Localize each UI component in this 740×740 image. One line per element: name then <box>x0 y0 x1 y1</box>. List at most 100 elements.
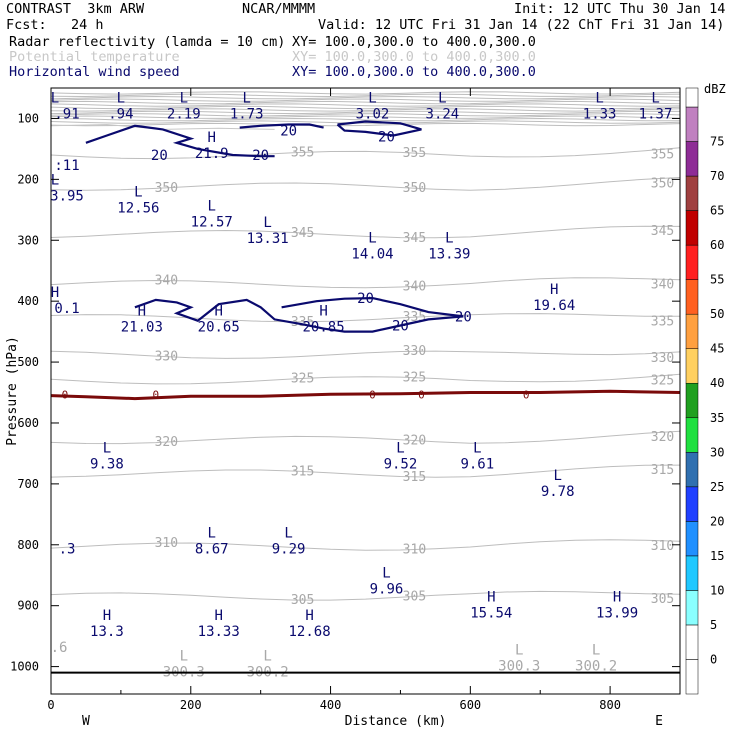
field-xy-reflectivity: XY= 100.0,300.0 to 400.0,300.0 <box>292 34 536 50</box>
theta-line <box>50 277 681 289</box>
wind-extremum-value: 8.67 <box>195 542 229 558</box>
theta-line <box>50 590 681 601</box>
wind-extremum-kind: L <box>242 90 250 106</box>
colorbar-swatch <box>685 486 699 522</box>
colorbar-swatch <box>685 521 699 557</box>
colorbar-swatch <box>685 210 699 246</box>
theta-contour-label: 350 <box>651 176 674 191</box>
wind-extremum-value: .94 <box>108 106 133 122</box>
theta-contour-label: 345 <box>403 231 426 246</box>
theta-contour-label: 325 <box>651 374 674 389</box>
colorbar-level-label: 55 <box>710 273 724 287</box>
wind-extremum-kind: L <box>134 185 142 201</box>
colorbar-swatch <box>685 244 699 280</box>
wind-extremum-kind: L <box>284 526 292 542</box>
colorbar-level-label: 40 <box>710 376 724 390</box>
wind-extremum-value: 9.78 <box>541 484 575 500</box>
theta-contour-label: 340 <box>155 273 178 288</box>
theta-contour-label: 305 <box>291 593 314 608</box>
theta-line <box>50 225 681 239</box>
colorbar-level-label: 70 <box>710 169 724 183</box>
theta-line <box>50 350 681 359</box>
model-title: CONTRAST 3km ARW <box>6 1 145 17</box>
theta-extremum-kind: L <box>515 643 523 659</box>
wind-extremum-kind: L <box>368 230 376 246</box>
theta-line <box>50 464 681 478</box>
wind-extremum-kind: L <box>445 230 453 246</box>
wind-contour-label: 20 <box>357 291 374 307</box>
wind-extremum-value: 12.68 <box>289 624 331 640</box>
x-tick-label: 400 <box>320 698 342 712</box>
theta-contour-label: 345 <box>651 224 674 239</box>
wind-extremum-kind: L <box>117 90 125 106</box>
theta-contour-label: 305 <box>651 592 674 607</box>
isotherm-label: 0 <box>418 388 425 401</box>
theta-contour-label: 320 <box>403 434 426 449</box>
x-tick-label: 800 <box>599 698 621 712</box>
y-tick-label: 400 <box>17 294 39 308</box>
wind-extremum-kind: L <box>263 215 271 231</box>
theta-line-upper <box>50 105 681 110</box>
theta-line-upper <box>50 93 681 98</box>
wind-extremum-value: 13.3 <box>90 624 124 640</box>
wind-extremum-kind: L <box>180 90 188 106</box>
wind-extremum-value: 20.85 <box>302 319 344 335</box>
theta-contour-label: 330 <box>651 351 674 366</box>
wind-extremum-value: .3 <box>59 542 76 558</box>
colorbar-level-label: 20 <box>710 514 724 528</box>
isotherm-label: 0 <box>523 388 530 401</box>
theta-contour-label: 355 <box>651 147 674 162</box>
theta-contour-label: 350 <box>155 181 178 196</box>
wind-contour-label: 20 <box>252 148 269 164</box>
colorbar-level-label: 65 <box>710 204 724 218</box>
wind-extremum-value: 21.9 <box>195 146 229 162</box>
wind-extremum-value: 12.57 <box>191 215 233 231</box>
theta-contour-label: 355 <box>291 145 314 160</box>
wind-extremum-value: 12.56 <box>117 201 159 217</box>
forecast-hour: Fcst: 24 h <box>6 17 104 33</box>
colorbar-swatch <box>685 279 699 315</box>
colorbar-level-label: 25 <box>710 480 724 494</box>
wind-extremum-kind: L <box>396 440 404 456</box>
theta-line <box>50 539 681 551</box>
wind-extremum-kind: H <box>51 285 59 301</box>
theta-line-upper <box>50 113 681 117</box>
theta-line-upper <box>50 120 681 124</box>
wind-extremum-value: 19.64 <box>533 298 575 314</box>
plot-frame <box>50 87 681 695</box>
theta-line <box>50 373 681 385</box>
y-tick-label: 600 <box>17 416 39 430</box>
theta-line <box>50 313 681 323</box>
colorbar-top <box>685 87 699 108</box>
theta-line-upper <box>50 117 681 122</box>
theta-line-upper <box>50 108 681 112</box>
theta-contour-label: 350 <box>403 181 426 196</box>
colorbar-swatch <box>685 175 699 211</box>
valid-time: Valid: 12 UTC Fri 31 Jan 14 (22 ChT Fri … <box>318 17 725 33</box>
wind-extremum-value: 0.1 <box>54 301 79 317</box>
wind-extremum-kind: L <box>51 90 59 106</box>
wind-extremum-value: :11 <box>54 158 79 174</box>
wind-extremum-kind: L <box>595 90 603 106</box>
y-tick-label: 500 <box>17 355 39 369</box>
theta-contour-label: 335 <box>651 314 674 329</box>
wind-extremum-kind: H <box>613 590 621 606</box>
theta-extremum-kind: L <box>592 643 600 659</box>
colorbar-swatch <box>685 313 699 349</box>
theta-extremum-value: .6 <box>51 640 68 656</box>
theta-contour-label: 315 <box>651 463 674 478</box>
colorbar-swatch <box>685 348 699 384</box>
wind-extremum-kind: L <box>103 440 111 456</box>
wind-extremum-kind: H <box>305 608 313 624</box>
wind-extremum-kind: L <box>553 468 561 484</box>
wind-extremum-value: 3.02 <box>356 106 390 122</box>
theta-contour-label: 315 <box>403 470 426 485</box>
colorbar-level-label: 50 <box>710 307 724 321</box>
west-label: W <box>82 714 90 729</box>
wind-extremum-kind: H <box>208 130 216 146</box>
field-label-reflectivity: Radar reflectivity (lamda = 10 cm) <box>9 34 286 50</box>
wind-contour-label: 20 <box>378 130 395 146</box>
wind-extremum-kind: L <box>651 90 659 106</box>
wind-extremum-kind: H <box>319 303 327 319</box>
colorbar-level-label: 5 <box>710 618 717 632</box>
